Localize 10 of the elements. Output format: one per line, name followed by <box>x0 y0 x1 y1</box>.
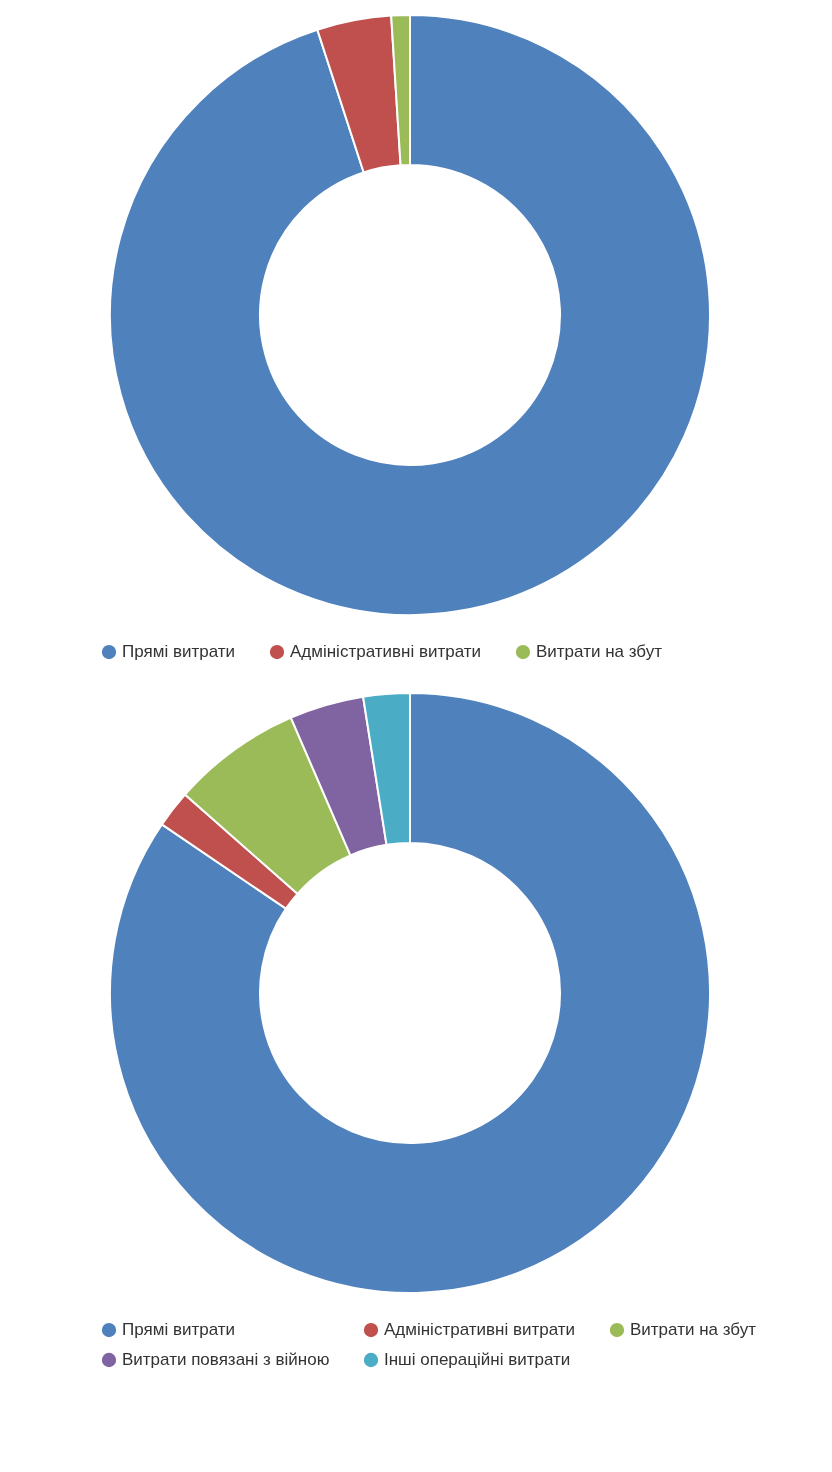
legend-label: Адміністративні витрати <box>384 1320 576 1340</box>
donut-slice <box>109 14 711 616</box>
legend-label: Витрати на збут <box>630 1320 757 1340</box>
legend-label: Витрати повязані з війною <box>122 1350 330 1369</box>
legend-label: Адміністративні витрати <box>290 642 482 662</box>
legend-label: Прямі витрати <box>122 642 236 662</box>
legend-label: Прямі витрати <box>122 1320 236 1340</box>
legend-label: Інші операційні витрати <box>384 1350 571 1369</box>
donut-slice <box>109 692 711 1294</box>
legend-label: Витрати на збут <box>536 642 663 662</box>
